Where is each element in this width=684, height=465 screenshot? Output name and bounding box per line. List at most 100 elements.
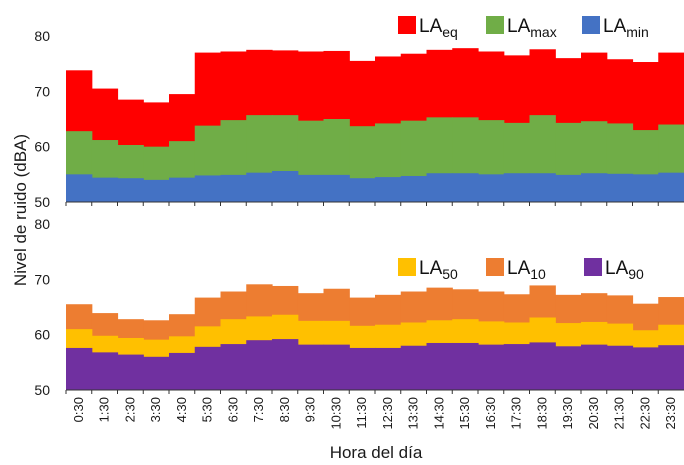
legend-swatch-la50 (398, 258, 416, 276)
x-tick-label: 9:30 (303, 397, 318, 422)
bar-lamin-12:30 (375, 177, 402, 202)
bar-la90-9:30 (297, 344, 325, 390)
x-tick-label: 13:30 (406, 397, 421, 430)
legend-label-lamin: LAmin (603, 16, 649, 40)
y-tick-label: 70 (34, 83, 50, 99)
y-tick-label: 60 (34, 139, 50, 155)
bar-lamin-3:30 (143, 179, 170, 202)
x-tick-label: 5:30 (200, 397, 215, 422)
x-tick-label: 6:30 (225, 397, 240, 422)
bar-lamin-11:30 (349, 178, 376, 202)
y-tick-label: 80 (34, 28, 50, 44)
y-tick-label: 50 (34, 382, 50, 398)
bar-la90-22:30 (632, 347, 659, 390)
x-tick-label: 16:30 (483, 397, 498, 430)
bar-la90-14:30 (426, 342, 453, 390)
y-tick-label: 60 (34, 327, 50, 343)
y-tick-label: 70 (34, 271, 50, 287)
bar-lamin-2:30 (117, 178, 144, 202)
bar-la90-0:30 (66, 347, 93, 390)
x-axis-label: Hora del día (330, 443, 423, 462)
series-la90 (66, 339, 684, 390)
legend-label-laeq: LAeq (419, 16, 458, 40)
y-tick-label: 50 (34, 194, 50, 210)
bar-la90-17:30 (503, 344, 531, 390)
x-tick-label: 22:30 (637, 397, 652, 430)
bar-la90-20:30 (581, 344, 608, 390)
legend-swatch-laeq (398, 16, 416, 34)
bar-lamin-17:30 (503, 173, 531, 202)
bar-lamin-8:30 (272, 171, 299, 202)
x-tick-label: 2:30 (122, 397, 137, 422)
x-tick-label: 10:30 (328, 397, 343, 430)
bar-lamin-21:30 (606, 173, 634, 202)
bar-lamin-10:30 (323, 174, 350, 202)
bar-lamin-0:30 (66, 174, 93, 202)
bar-la90-4:30 (169, 352, 196, 390)
panel-2: 50 60 70 80 LA50 LA10 LA90 (34, 216, 684, 398)
bar-lamin-16:30 (478, 174, 505, 202)
bar-la90-21:30 (606, 345, 634, 390)
x-tick-label: 0:30 (71, 397, 86, 422)
bar-lamin-9:30 (297, 174, 325, 202)
legend-panel-1: LAeq LAmax LAmin (398, 16, 649, 40)
bar-la90-23:30 (658, 345, 684, 390)
bar-lamin-20:30 (581, 173, 608, 202)
bar-lamin-13:30 (400, 175, 428, 202)
legend-label-la90: LA90 (605, 258, 644, 282)
legend-label-la10: LA10 (507, 258, 546, 282)
x-tick-label: 8:30 (277, 397, 292, 422)
legend-swatch-la90 (584, 258, 602, 276)
x-tick-label: 3:30 (148, 397, 163, 422)
x-tick-labels: 0:30 1:30 2:30 3:30 4:30 5:30 6:30 7:30 8:30 9:30… (71, 397, 678, 430)
bar-la90-7:30 (246, 340, 273, 390)
bar-la90-16:30 (478, 344, 505, 390)
legend-swatch-la10 (486, 258, 504, 276)
x-tick-label: 14:30 (431, 397, 446, 430)
bar-la90-15:30 (452, 342, 479, 390)
x-tick-label: 7:30 (251, 397, 266, 422)
bar-lamin-14:30 (426, 173, 453, 202)
bar-la90-19:30 (555, 346, 582, 390)
y-axis-label: Nivel de ruido (dBA) (11, 134, 30, 286)
bar-lamin-18:30 (529, 173, 556, 202)
bar-la90-1:30 (91, 352, 119, 390)
x-tick-label: 21:30 (612, 397, 627, 430)
bar-la90-10:30 (323, 344, 350, 390)
x-tick-label: 17:30 (509, 397, 524, 430)
bar-lamin-15:30 (452, 173, 479, 202)
legend-label-lamax: LAmax (507, 16, 557, 40)
x-tick-label: 18:30 (534, 397, 549, 430)
bar-lamin-5:30 (194, 175, 222, 202)
bar-lamin-19:30 (555, 174, 582, 202)
bar-lamin-7:30 (246, 172, 273, 202)
series-lamin (66, 171, 684, 202)
bar-la90-2:30 (117, 354, 144, 390)
legend-panel-2: LA50 LA10 LA90 (398, 258, 644, 282)
x-tick-label: 1:30 (97, 397, 112, 422)
bar-la90-6:30 (220, 344, 247, 390)
bar-la90-13:30 (400, 345, 428, 390)
bar-la90-8:30 (272, 339, 299, 390)
legend-swatch-lamin (582, 16, 600, 34)
x-tick-label: 12:30 (380, 397, 395, 430)
panel-1: 50 60 70 80 LAeq LAmax LAmin (34, 16, 684, 210)
x-tick-label: 23:30 (663, 397, 678, 430)
bar-lamin-4:30 (169, 177, 196, 202)
bar-la90-11:30 (349, 347, 376, 390)
bar-la90-5:30 (194, 346, 222, 390)
y-tick-label: 80 (34, 216, 50, 232)
bar-la90-3:30 (143, 356, 170, 390)
x-tick-label: 4:30 (174, 397, 189, 422)
bar-la90-18:30 (529, 342, 556, 390)
x-tick-label: 11:30 (354, 397, 369, 429)
bar-lamin-6:30 (220, 174, 247, 202)
x-tick-label: 20:30 (586, 397, 601, 430)
bar-lamin-1:30 (91, 177, 119, 202)
legend-label-la50: LA50 (419, 258, 458, 282)
x-tick-label: 19:30 (560, 397, 575, 430)
x-tick-label: 15:30 (457, 397, 472, 430)
legend-swatch-lamax (486, 16, 504, 34)
bar-lamin-22:30 (632, 174, 659, 202)
